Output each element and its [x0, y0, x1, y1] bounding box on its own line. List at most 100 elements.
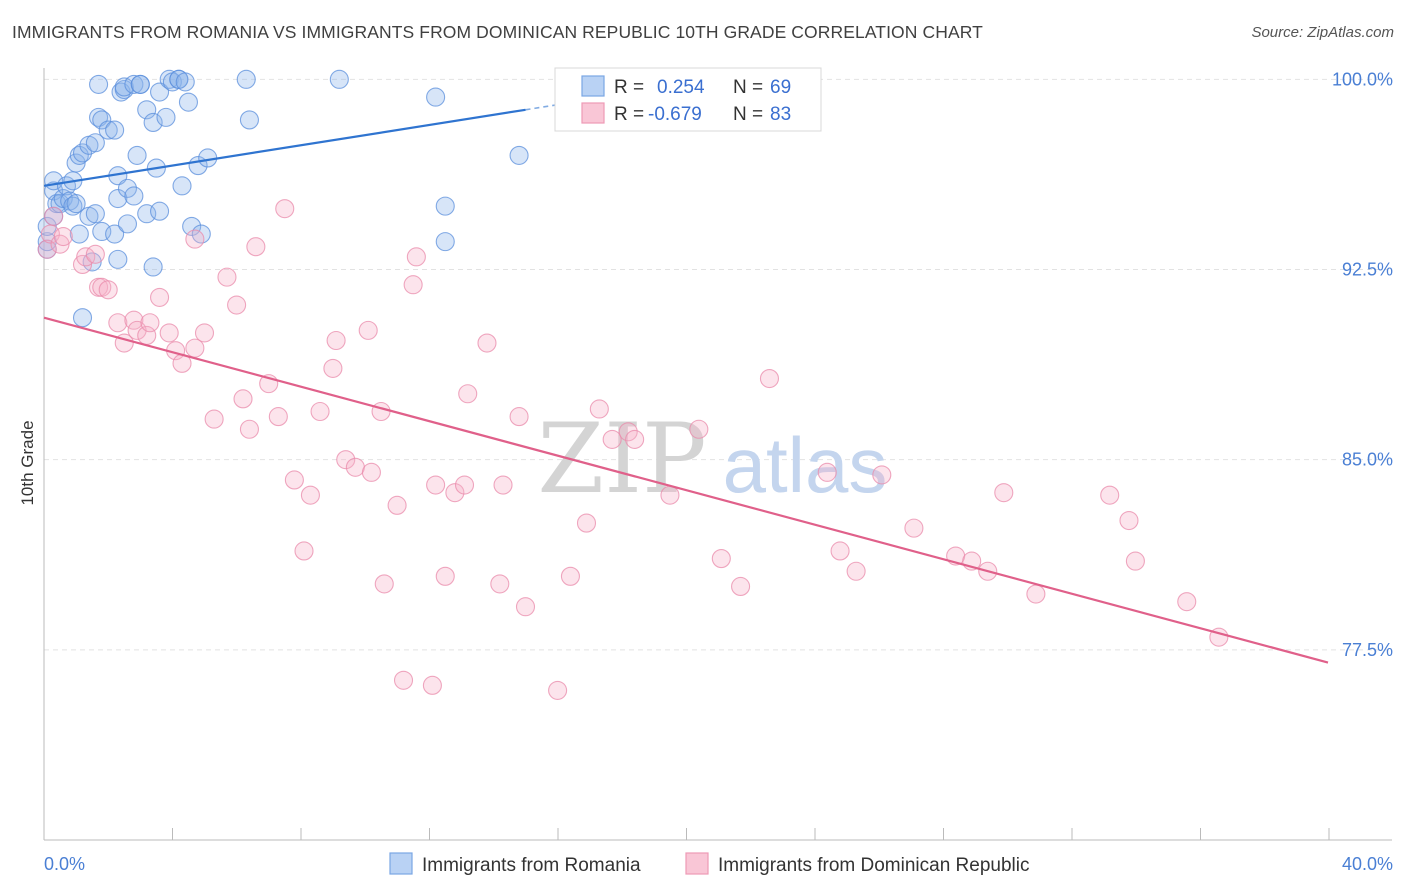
romania-point-24 — [89, 74, 109, 94]
dominican-point-36 — [310, 401, 330, 422]
dominican-point-29 — [246, 237, 266, 257]
grid-lines — [44, 78, 1388, 651]
romania-point-17 — [72, 143, 93, 163]
series-legend-swatch-dominican — [685, 852, 709, 875]
series-legend-label-romania: Immigrants from Romania — [422, 855, 641, 876]
dominican-point-50 — [426, 475, 446, 495]
romania-point-25 — [89, 107, 109, 127]
dominican-point-61 — [560, 566, 580, 586]
dominican-point-71 — [759, 368, 780, 389]
dominican-point-58 — [509, 407, 529, 427]
romania-point-52 — [159, 69, 179, 89]
romania-point-65 — [329, 69, 349, 89]
dominican-point-46 — [393, 670, 414, 690]
dominican-point-53 — [454, 475, 475, 495]
romania-point-57 — [172, 176, 192, 196]
dominican-point-13 — [124, 310, 144, 330]
dominican-point-52 — [445, 483, 465, 503]
dominican-point-18 — [159, 323, 179, 343]
dominican-point-51 — [435, 566, 455, 586]
watermark-zip: ZIP — [537, 403, 706, 515]
dominican-point-33 — [284, 470, 304, 490]
dominican-point-72 — [817, 462, 837, 482]
romania-point-59 — [182, 216, 202, 236]
dominican-point-41 — [358, 320, 378, 340]
romania-point-2 — [37, 216, 57, 236]
axes — [43, 68, 1392, 841]
x-tick-label-0: 0.0% — [44, 854, 85, 874]
watermark: ZIP atlas — [537, 403, 887, 515]
romania-point-4 — [44, 181, 64, 201]
dominican-point-28 — [239, 419, 259, 439]
series-romania-points — [37, 69, 529, 328]
dominican-point-73 — [830, 541, 850, 561]
dominican-point-69 — [711, 549, 731, 569]
dominican-point-37 — [323, 358, 343, 378]
romania-point-16 — [69, 224, 89, 244]
dominican-point-54 — [458, 384, 478, 404]
dominican-point-74 — [846, 561, 866, 581]
dominican-point-67 — [660, 485, 680, 505]
dominican-point-64 — [602, 429, 622, 449]
dominican-point-17 — [150, 287, 170, 307]
dominican-point-25 — [217, 267, 237, 287]
dominican-point-68 — [689, 419, 709, 439]
romania-point-13 — [66, 153, 86, 173]
series-legend: Immigrants from Romania Immigrants from … — [389, 852, 1030, 876]
romania-point-39 — [124, 74, 144, 94]
watermark-atlas: atlas — [723, 421, 888, 509]
chart-title: IMMIGRANTS FROM ROMANIA VS IMMIGRANTS FR… — [12, 22, 983, 42]
romania-point-47 — [143, 257, 163, 277]
romania-point-26 — [92, 110, 112, 130]
dominican-point-2 — [44, 206, 64, 226]
x-tick-labels: 0.0% 40.0% — [44, 854, 1393, 874]
trend-line-dominican — [43, 316, 1329, 664]
romania-point-14 — [66, 194, 86, 214]
trend-lines — [43, 101, 1329, 664]
romania-point-28 — [98, 120, 118, 140]
dominican-point-39 — [336, 450, 356, 470]
romania-point-64 — [239, 110, 259, 130]
dominican-point-35 — [300, 485, 320, 505]
dominican-point-0 — [37, 239, 57, 259]
dominican-point-27 — [233, 389, 253, 409]
legend-n-label-dominican: N = — [733, 104, 763, 125]
romania-point-51 — [156, 107, 176, 127]
y-tick-label-1: 85.0% — [1342, 450, 1393, 470]
dominican-point-31 — [268, 407, 288, 427]
dominican-point-45 — [387, 495, 407, 515]
y-tick-label-0: 77.5% — [1342, 640, 1393, 660]
dominican-point-65 — [618, 422, 638, 442]
dominican-point-43 — [371, 401, 391, 422]
romania-point-37 — [117, 214, 138, 234]
romania-point-22 — [85, 133, 105, 153]
romania-point-63 — [236, 69, 256, 89]
dominican-point-81 — [1026, 584, 1046, 604]
dominican-point-49 — [422, 675, 442, 695]
x-tick-label-1: 40.0% — [1342, 854, 1393, 874]
romania-point-40 — [124, 186, 144, 206]
legend-r-value-dominican: -0.679 — [648, 104, 702, 125]
dominican-point-85 — [1177, 592, 1197, 612]
dominican-point-32 — [275, 199, 295, 219]
dominican-point-4 — [53, 227, 73, 247]
dominican-point-59 — [515, 597, 536, 617]
dominican-point-63 — [589, 399, 609, 419]
dominican-point-70 — [731, 576, 751, 597]
series-legend-label-dominican: Immigrants from Dominican Republic — [718, 855, 1030, 876]
romania-point-49 — [150, 82, 170, 102]
romania-point-67 — [435, 232, 455, 252]
dominican-point-84 — [1125, 551, 1145, 571]
romania-point-69 — [509, 145, 529, 165]
trend-line-romania — [43, 108, 526, 187]
dominican-point-40 — [345, 457, 365, 477]
dominican-point-23 — [194, 323, 215, 343]
series-dominican-points — [37, 199, 1229, 700]
dominican-point-76 — [904, 518, 924, 538]
dominican-point-82 — [1100, 485, 1120, 505]
romania-point-68 — [435, 196, 455, 216]
dominican-point-55 — [477, 333, 497, 353]
romania-point-18 — [72, 308, 93, 328]
romania-point-46 — [143, 112, 163, 133]
